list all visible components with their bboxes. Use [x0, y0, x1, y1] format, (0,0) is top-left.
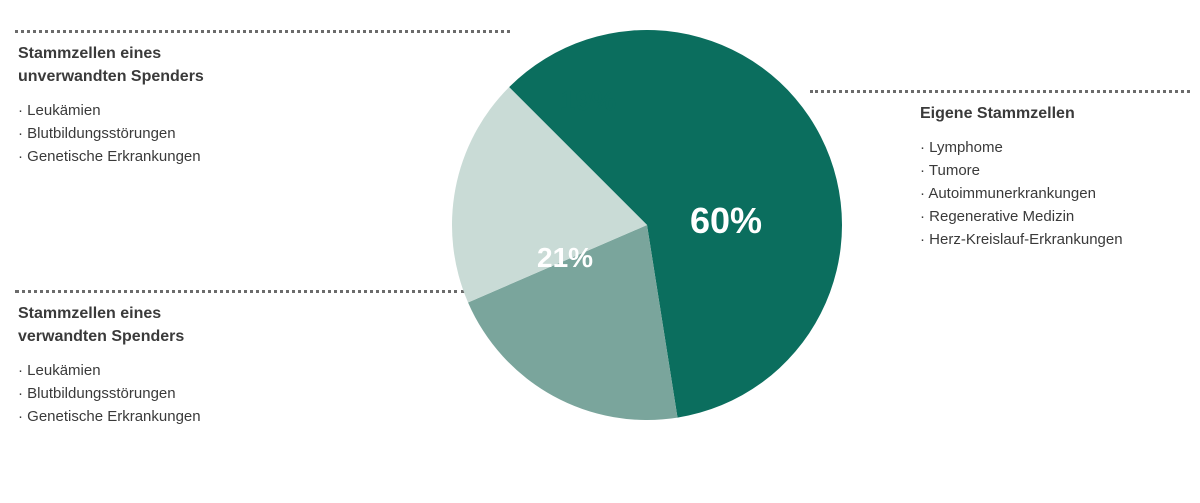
legend-unrelated-title-l2: unverwandten Spenders	[18, 68, 204, 85]
infographic-stage: 60% 21% 19% Stammzellen eines unverwandt…	[0, 0, 1200, 503]
leader-line-bottom-left	[15, 290, 465, 293]
list-item: · Herz-Kreislauf-Erkrankungen	[920, 231, 1190, 248]
legend-related-title-l1: Stammzellen eines	[18, 305, 161, 322]
legend-unrelated: Stammzellen eines unverwandten Spenders …	[18, 42, 378, 171]
leader-line-right	[810, 90, 1190, 93]
list-item: · Leukämien	[18, 362, 378, 379]
legend-own-title: Eigene Stammzellen	[920, 102, 1190, 125]
legend-unrelated-title-l1: Stammzellen eines	[18, 45, 161, 62]
list-item: · Genetische Erkrankungen	[18, 408, 378, 425]
list-item: · Blutbildungsstörungen	[18, 125, 378, 142]
list-item: · Genetische Erkrankungen	[18, 148, 378, 165]
legend-related-items: · Leukämien · Blutbildungsstörungen · Gene…	[18, 362, 378, 425]
legend-related: Stammzellen eines verwandten Spenders · …	[18, 302, 378, 431]
legend-own: Eigene Stammzellen · Lymphome · Tumore · A…	[920, 102, 1190, 254]
legend-unrelated-title: Stammzellen eines unverwandten Spenders	[18, 42, 378, 88]
list-item: · Lymphome	[920, 139, 1190, 156]
list-item: · Blutbildungsstörungen	[18, 385, 378, 402]
legend-related-title-l2: verwandten Spenders	[18, 328, 184, 345]
list-item: · Regenerative Medizin	[920, 208, 1190, 225]
list-item: · Autoimmunerkrankungen	[920, 185, 1190, 202]
list-item: · Tumore	[920, 162, 1190, 179]
leader-line-top-left	[15, 30, 510, 33]
legend-unrelated-items: · Leukämien · Blutbildungsstörungen · Gene…	[18, 102, 378, 165]
legend-related-title: Stammzellen eines verwandten Spenders	[18, 302, 378, 348]
legend-own-items: · Lymphome · Tumore · Autoimmunerkrankunge…	[920, 139, 1190, 248]
slice-label-unrelated: 19%	[560, 85, 616, 117]
slice-label-own: 60%	[690, 200, 762, 242]
pie-chart: 60% 21% 19%	[452, 30, 842, 420]
list-item: · Leukämien	[18, 102, 378, 119]
slice-label-related: 21%	[537, 242, 593, 274]
